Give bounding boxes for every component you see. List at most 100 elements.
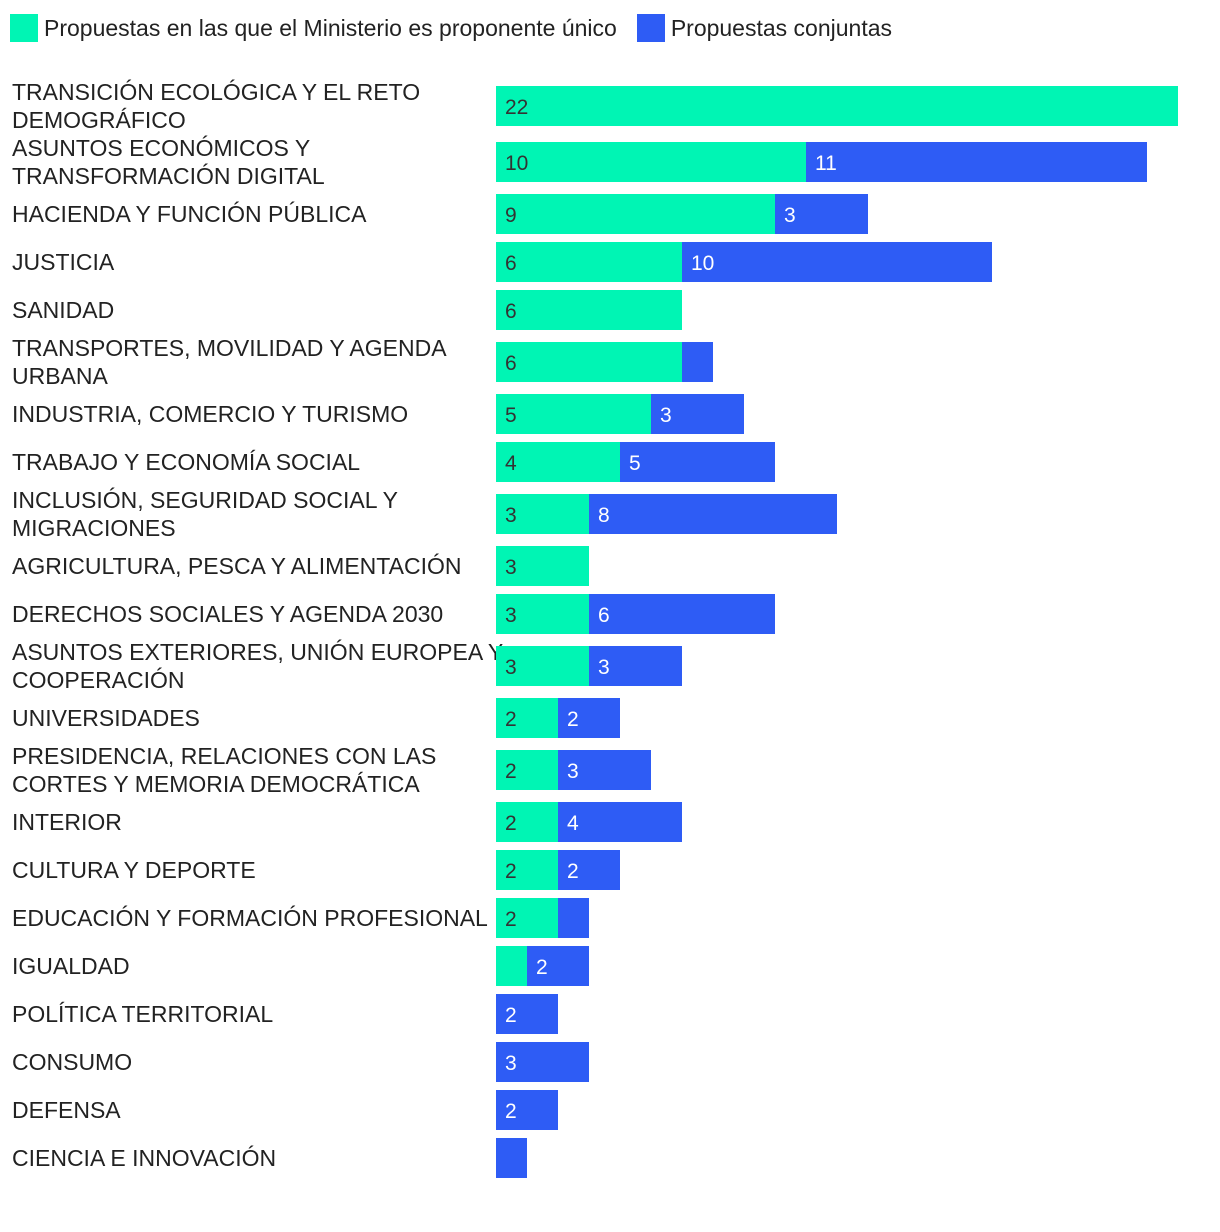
- bar-unico: [496, 242, 682, 282]
- category-label: TRANSPORTES, MOVILIDAD Y AGENDA URBANA: [12, 335, 447, 389]
- bar-conjuntas: [682, 242, 992, 282]
- category-label: CIENCIA E INNOVACIÓN: [12, 1145, 276, 1171]
- bar-conjuntas: [806, 142, 1147, 182]
- value-label-conjuntas: 8: [598, 504, 610, 527]
- value-label-conjuntas: 2: [505, 1100, 517, 1123]
- bar-conjuntas: [589, 646, 682, 686]
- bar-conjuntas: [620, 442, 775, 482]
- bar-unico: [496, 750, 558, 790]
- value-label-unico: 2: [505, 812, 517, 835]
- category-label: CONSUMO: [12, 1049, 132, 1075]
- bar-conjuntas: [496, 994, 558, 1034]
- bar-unico: [496, 86, 1178, 126]
- bar-unico: [496, 802, 558, 842]
- value-label-unico: 2: [505, 760, 517, 783]
- bar-conjuntas: [496, 1042, 589, 1082]
- category-label: SANIDAD: [12, 297, 114, 323]
- bar-unico: [496, 646, 589, 686]
- legend-item-conjuntas: Propuestas conjuntas: [636, 14, 893, 42]
- value-label-conjuntas: 3: [567, 760, 579, 783]
- value-label-conjuntas: 3: [505, 1052, 517, 1075]
- bar-unico: [496, 546, 589, 586]
- value-label-unico: 22: [505, 96, 528, 119]
- value-label-unico: 2: [505, 708, 517, 731]
- bar-conjuntas: [558, 698, 620, 738]
- category-label: ASUNTOS ECONÓMICOS Y TRANSFORMACIÓN DIGIT…: [12, 135, 325, 189]
- bar-unico: [496, 394, 651, 434]
- bar-conjuntas: [775, 194, 868, 234]
- value-label-conjuntas: 11: [815, 152, 837, 175]
- value-label-conjuntas: 5: [629, 452, 641, 475]
- bar-conjuntas: [558, 802, 682, 842]
- category-label: TRABAJO Y ECONOMÍA SOCIAL: [12, 449, 360, 475]
- category-label: INDUSTRIA, COMERCIO Y TURISMO: [12, 401, 408, 427]
- legend: Propuestas en las que el Ministerio es p…: [10, 12, 912, 44]
- bar-conjuntas: [589, 494, 837, 534]
- bar-unico: [496, 850, 558, 890]
- bar-unico: [496, 946, 527, 986]
- legend-label-unico: Propuestas en las que el Ministerio es p…: [44, 14, 617, 41]
- category-label: INCLUSIÓN, SEGURIDAD SOCIAL Y MIGRACIONES: [12, 487, 398, 541]
- value-label-conjuntas: 6: [598, 604, 610, 627]
- category-label: HACIENDA Y FUNCIÓN PÚBLICA: [12, 201, 367, 227]
- bar-unico: [496, 698, 558, 738]
- legend-swatch-conjuntas: [636, 14, 665, 42]
- bar-conjuntas: [558, 898, 589, 938]
- category-label: UNIVERSIDADES: [12, 705, 200, 731]
- value-label-conjuntas: 10: [691, 252, 714, 275]
- value-label-conjuntas: 2: [505, 1004, 517, 1027]
- value-label-conjuntas: 2: [536, 956, 548, 979]
- bar-conjuntas: [589, 594, 775, 634]
- category-label: DEFENSA: [12, 1097, 121, 1123]
- bar-unico: [496, 442, 620, 482]
- bar-conjuntas: [496, 1138, 527, 1178]
- bar-conjuntas: [682, 342, 713, 382]
- value-label-unico: 6: [505, 300, 517, 323]
- category-label: CULTURA Y DEPORTE: [12, 857, 256, 883]
- bar-unico: [496, 142, 806, 182]
- value-label-unico: 2: [505, 908, 517, 931]
- value-label-unico: 3: [505, 556, 517, 579]
- value-label-unico: 10: [505, 152, 528, 175]
- bar-conjuntas: [527, 946, 589, 986]
- category-label: TRANSICIÓN ECOLÓGICA Y EL RETO DEMOGRÁFIC…: [12, 79, 420, 133]
- value-label-conjuntas: 4: [567, 812, 579, 835]
- value-label-unico: 3: [505, 504, 517, 527]
- bar-unico: [496, 898, 558, 938]
- bar-conjuntas: [558, 850, 620, 890]
- category-label: JUSTICIA: [12, 249, 115, 275]
- category-label: PRESIDENCIA, RELACIONES CON LAS CORTES Y …: [12, 743, 436, 797]
- value-label-conjuntas: 3: [598, 656, 610, 679]
- category-label: INTERIOR: [12, 809, 122, 835]
- category-label: IGUALDAD: [12, 953, 130, 979]
- value-label-conjuntas: 2: [567, 860, 579, 883]
- bar-conjuntas: [558, 750, 651, 790]
- bar-conjuntas: [651, 394, 744, 434]
- value-label-unico: 2: [505, 860, 517, 883]
- value-label-conjuntas: 3: [660, 404, 672, 427]
- bar-unico: [496, 290, 682, 330]
- value-label-unico: 3: [505, 604, 517, 627]
- legend-label-conjuntas: Propuestas conjuntas: [670, 14, 893, 41]
- value-label-unico: 5: [505, 404, 517, 427]
- bar-conjuntas: [496, 1090, 558, 1130]
- value-label-conjuntas: 3: [784, 204, 796, 227]
- category-label: DERECHOS SOCIALES Y AGENDA 2030: [12, 601, 443, 627]
- legend-swatch-unico: [10, 14, 38, 42]
- value-label-unico: 3: [505, 656, 517, 679]
- value-label-conjuntas: 2: [567, 708, 579, 731]
- value-label-unico: 9: [505, 204, 517, 227]
- bar-unico: [496, 494, 589, 534]
- bar-unico: [496, 194, 775, 234]
- value-label-unico: 4: [505, 452, 517, 475]
- value-label-unico: 6: [505, 352, 517, 375]
- category-label: EDUCACIÓN Y FORMACIÓN PROFESIONAL: [12, 905, 488, 931]
- legend-item-unico: Propuestas en las que el Ministerio es p…: [10, 14, 617, 42]
- category-label: POLÍTICA TERRITORIAL: [12, 1001, 273, 1027]
- bar-unico: [496, 594, 589, 634]
- bar-unico: [496, 342, 682, 382]
- value-label-unico: 6: [505, 252, 517, 275]
- category-label: AGRICULTURA, PESCA Y ALIMENTACIÓN: [12, 553, 461, 579]
- category-label: ASUNTOS EXTERIORES, UNIÓN EUROPEA Y COOPE…: [12, 639, 503, 693]
